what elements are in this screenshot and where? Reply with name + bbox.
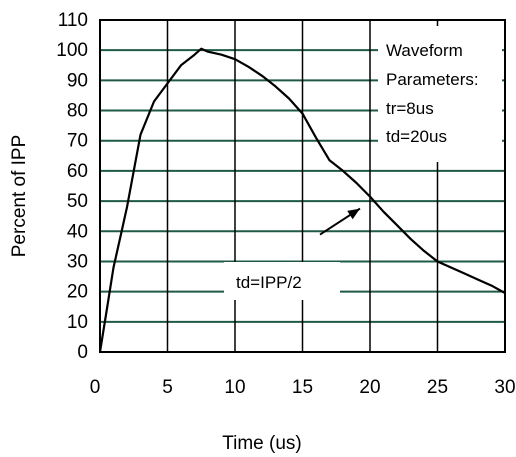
y-tick-label-50: 50 [67, 191, 88, 212]
td-label: td=IPP/2 [236, 273, 302, 292]
td-annotation: td=IPP/2 [224, 207, 361, 300]
y-tick-label-40: 40 [67, 221, 88, 242]
params-line-3: tr=8us [386, 99, 434, 118]
y-tick-label-30: 30 [67, 251, 88, 272]
x-tick-label-0: 0 [90, 377, 101, 398]
td-label-bg [224, 262, 340, 300]
y-tick-label-20: 20 [67, 282, 88, 303]
y-tick-label-80: 80 [67, 101, 88, 122]
td-arrow-head [347, 208, 360, 220]
y-tick-label-60: 60 [67, 161, 88, 182]
params-box-bg [378, 26, 502, 162]
x-tick-label-15: 15 [292, 377, 313, 398]
params-line-4: td=20us [386, 127, 447, 146]
plot-frame [99, 19, 506, 353]
x-tick-label-5: 5 [162, 377, 173, 398]
x-tick-label-20: 20 [359, 377, 380, 398]
x-tick-label-10: 10 [224, 377, 245, 398]
x-tick-label-30: 30 [494, 377, 515, 398]
y-axis-title: Percent of IPP [9, 135, 30, 258]
y-tick-labels: 0 10 20 30 40 50 60 70 80 90 100 110 [56, 10, 88, 363]
params-annotation: Waveform Parameters: tr=8us td=20us [378, 26, 502, 162]
y-tick-label-70: 70 [67, 131, 88, 152]
series-line [98, 47, 506, 353]
x-tick-label-25: 25 [427, 377, 448, 398]
x-tick-labels: 0 5 10 15 20 25 30 [90, 377, 516, 398]
y-tick-label-90: 90 [67, 70, 88, 91]
x-axis-title: Time (us) [222, 433, 302, 454]
y-tick-label-10: 10 [67, 312, 88, 333]
params-line-1: Waveform [386, 41, 463, 60]
y-tick-label-0: 0 [77, 342, 88, 363]
y-tick-label-110: 110 [58, 10, 88, 31]
y-tick-label-100: 100 [56, 40, 88, 61]
params-line-2: Parameters: [386, 70, 479, 89]
